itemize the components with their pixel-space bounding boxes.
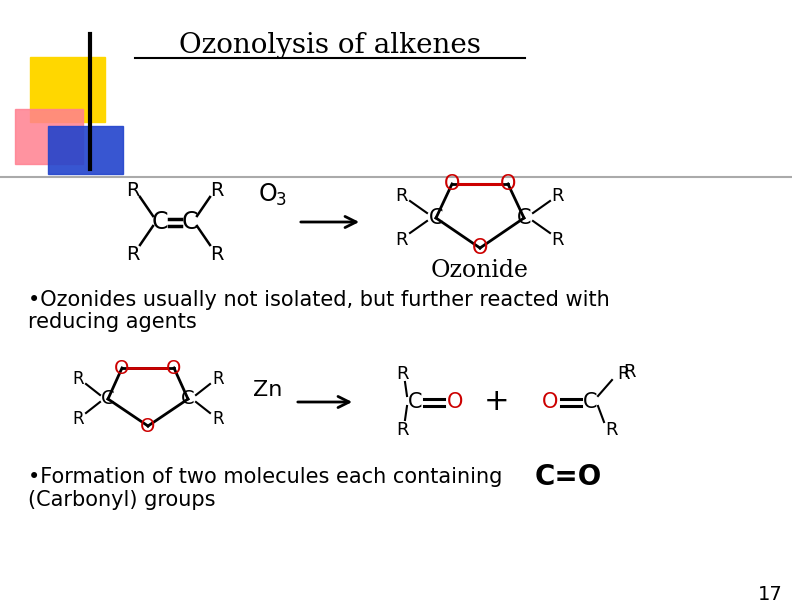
Text: +: +	[484, 387, 510, 417]
Text: C: C	[583, 392, 597, 412]
Bar	[30, 57, 105, 122]
Text: C: C	[101, 389, 115, 408]
Text: 17: 17	[758, 584, 782, 603]
Text: R: R	[126, 181, 139, 200]
Text: •Ozonides usually not isolated, but further reacted with: •Ozonides usually not isolated, but furt…	[28, 290, 610, 310]
Text: R: R	[126, 245, 139, 264]
Text: R: R	[212, 410, 224, 428]
Text: R: R	[396, 231, 408, 249]
Text: •Formation of two molecules each containing: •Formation of two molecules each contain…	[28, 467, 509, 487]
Text: R: R	[210, 181, 224, 200]
Text: C: C	[181, 210, 198, 234]
Text: R: R	[606, 421, 619, 439]
Text: R: R	[396, 187, 408, 205]
Text: O: O	[140, 417, 156, 436]
Text: O: O	[472, 238, 488, 258]
Text: O: O	[259, 182, 277, 206]
Text: R: R	[397, 365, 409, 383]
Text: O: O	[500, 174, 516, 194]
Text: R: R	[624, 363, 636, 381]
Text: C: C	[428, 208, 444, 228]
Text: reducing agents: reducing agents	[28, 312, 196, 332]
Text: C: C	[516, 208, 531, 228]
Text: R: R	[72, 370, 84, 388]
Text: C: C	[408, 392, 422, 412]
Text: C=O: C=O	[535, 463, 602, 491]
Text: O: O	[542, 392, 558, 412]
Text: R: R	[212, 370, 224, 388]
Text: Ozonide: Ozonide	[431, 258, 529, 282]
Text: R: R	[397, 421, 409, 439]
Bar	[48, 126, 123, 174]
Text: R: R	[72, 410, 84, 428]
Text: 3: 3	[276, 191, 287, 209]
Text: C: C	[181, 389, 195, 408]
Text: R: R	[552, 187, 564, 205]
Text: O: O	[447, 392, 463, 412]
Text: O: O	[166, 359, 181, 378]
Text: Zn: Zn	[253, 380, 283, 400]
Text: (Carbonyl) groups: (Carbonyl) groups	[28, 490, 215, 510]
Text: R: R	[618, 365, 630, 383]
Text: R: R	[552, 231, 564, 249]
Text: C: C	[152, 210, 168, 234]
Text: O: O	[114, 359, 130, 378]
Bar	[15, 109, 83, 164]
Text: O: O	[444, 174, 460, 194]
Text: R: R	[210, 245, 224, 264]
Text: Ozonolysis of alkenes: Ozonolysis of alkenes	[179, 31, 481, 59]
